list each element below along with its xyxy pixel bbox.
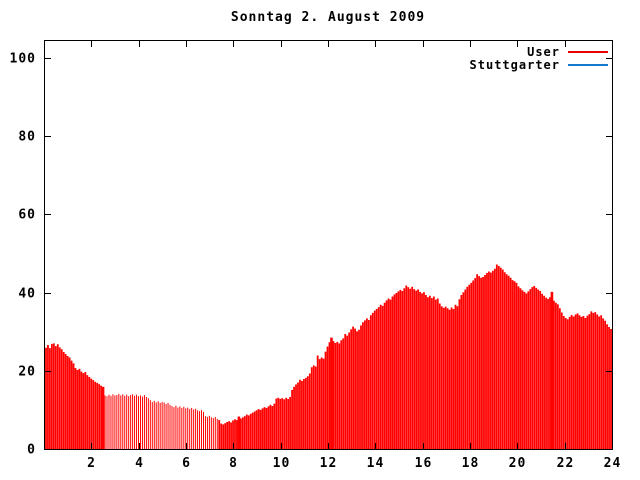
- y-tick-label: 40: [18, 287, 36, 302]
- legend: User Stuttgarter: [469, 45, 608, 72]
- plot-border: [44, 40, 613, 450]
- y-tick-label: 100: [10, 52, 36, 67]
- y-tick-label: 20: [18, 365, 36, 380]
- x-tick-label: 22: [557, 456, 575, 471]
- x-tick-label: 14: [367, 456, 385, 471]
- x-tick-label: 24: [604, 456, 622, 471]
- x-tick-label: 12: [320, 456, 338, 471]
- y-tick-label: 0: [27, 443, 36, 458]
- legend-label-stuttgarter: Stuttgarter: [469, 58, 560, 72]
- user-bars: [45, 264, 612, 449]
- axis-ticks: [45, 41, 613, 450]
- y-tick-label: 80: [18, 130, 36, 145]
- legend-line-sample-user: [568, 51, 608, 53]
- legend-line-sample-stuttgarter: [568, 64, 608, 66]
- x-tick-label: 20: [509, 456, 527, 471]
- legend-row-stuttgarter: Stuttgarter: [469, 58, 608, 72]
- x-tick-label: 18: [462, 456, 480, 471]
- x-tick-label: 2: [87, 456, 96, 471]
- legend-row-user: User: [470, 45, 608, 59]
- x-tick-label: 16: [415, 456, 433, 471]
- x-tick-label: 10: [273, 456, 291, 471]
- x-tick-label: 6: [182, 456, 191, 471]
- y-tick-label: 60: [18, 208, 36, 223]
- x-tick-label: 8: [229, 456, 238, 471]
- x-tick-label: 4: [135, 456, 144, 471]
- axes-frame: [44, 40, 613, 450]
- chart-title: Sonntag 2. August 2009: [230, 10, 426, 25]
- legend-label-user: User: [527, 45, 560, 59]
